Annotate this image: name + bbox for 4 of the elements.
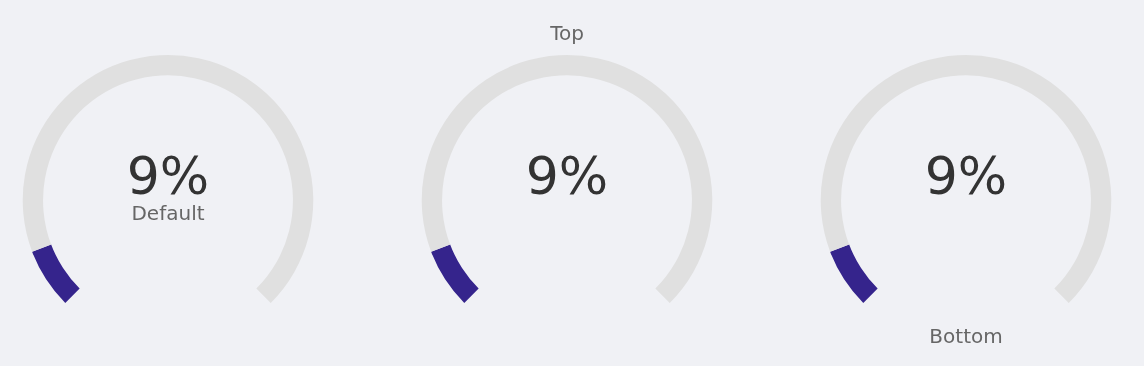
text: 9% [525,145,609,206]
chart-title: Top [549,21,584,46]
text: Bottom [929,324,1003,349]
text: 9% [924,145,1008,206]
